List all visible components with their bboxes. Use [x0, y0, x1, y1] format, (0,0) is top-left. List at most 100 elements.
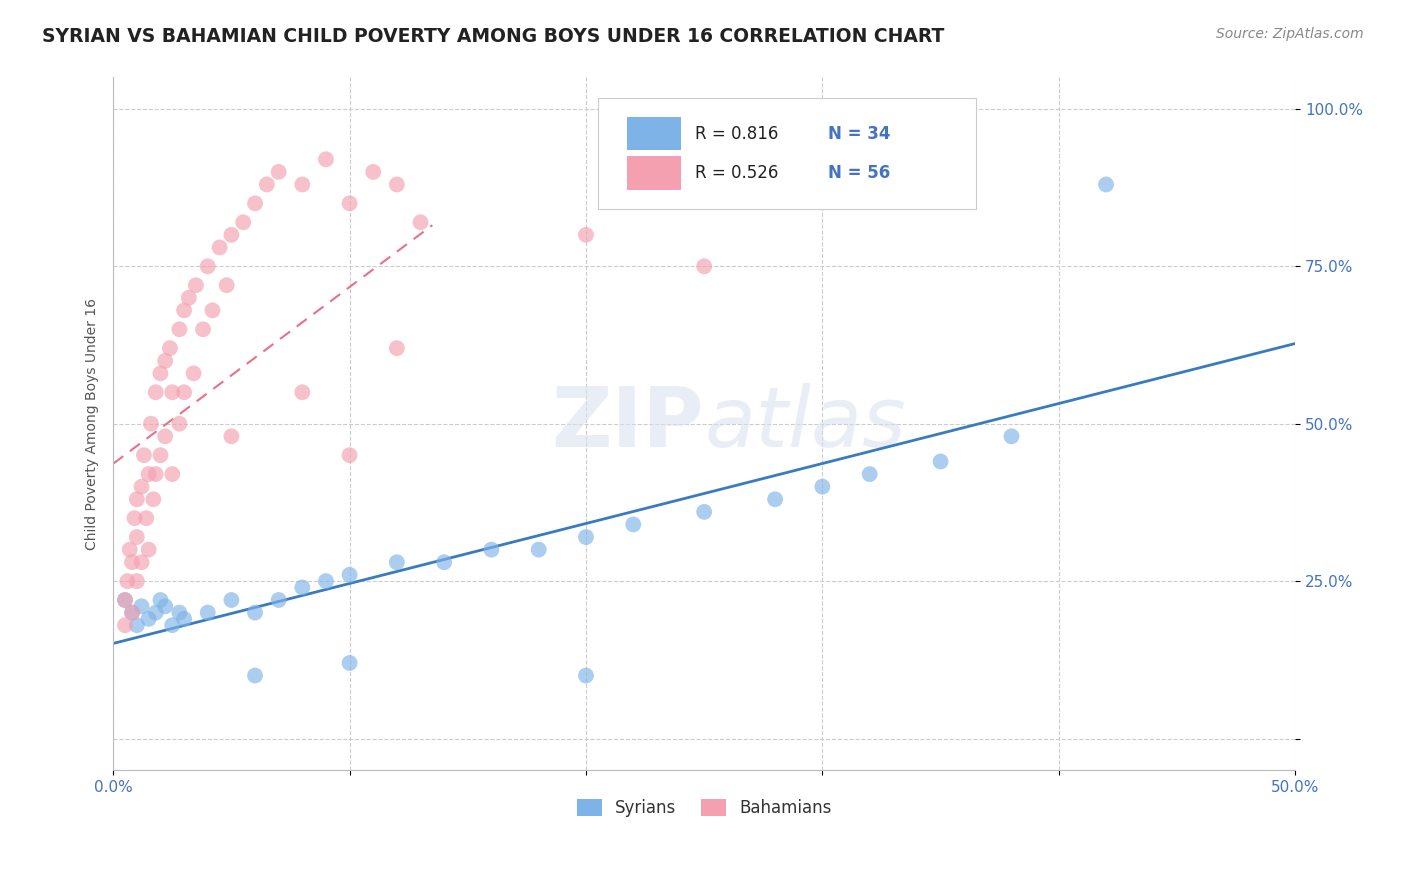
Bahamians — [232, 215, 254, 229]
Bahamians — [339, 448, 361, 462]
Syrians — [162, 618, 184, 632]
Bahamians — [149, 448, 172, 462]
Bahamians — [138, 467, 160, 481]
Syrians — [315, 574, 337, 588]
Bahamians — [145, 385, 167, 400]
Syrians — [145, 606, 167, 620]
Bahamians — [139, 417, 162, 431]
Y-axis label: Child Poverty Among Boys Under 16: Child Poverty Among Boys Under 16 — [86, 298, 100, 549]
Bahamians — [138, 542, 160, 557]
Syrians — [125, 618, 148, 632]
Bahamians — [191, 322, 214, 336]
Bahamians — [162, 385, 184, 400]
Syrians — [575, 530, 598, 544]
Bahamians — [131, 480, 153, 494]
Bahamians — [385, 341, 408, 355]
Text: R = 0.816: R = 0.816 — [695, 125, 778, 143]
Syrians — [243, 668, 266, 682]
Text: Source: ZipAtlas.com: Source: ZipAtlas.com — [1216, 27, 1364, 41]
Syrians — [153, 599, 176, 614]
Bahamians — [361, 165, 384, 179]
Syrians — [811, 480, 834, 494]
Bahamians — [385, 178, 408, 192]
Syrians — [149, 593, 172, 607]
Syrians — [339, 567, 361, 582]
Text: N = 56: N = 56 — [828, 164, 890, 182]
Syrians — [121, 606, 143, 620]
Bahamians — [173, 385, 195, 400]
Bahamians — [339, 196, 361, 211]
Text: atlas: atlas — [704, 384, 905, 464]
Syrians — [197, 606, 219, 620]
Syrians — [221, 593, 243, 607]
Bahamians — [291, 178, 314, 192]
Bahamians — [153, 429, 176, 443]
Bahamians — [117, 574, 139, 588]
Text: SYRIAN VS BAHAMIAN CHILD POVERTY AMONG BOYS UNDER 16 CORRELATION CHART: SYRIAN VS BAHAMIAN CHILD POVERTY AMONG B… — [42, 27, 945, 45]
Bahamians — [183, 367, 205, 381]
Bahamians — [125, 492, 148, 507]
Syrians — [131, 599, 153, 614]
Bahamians — [291, 385, 314, 400]
Bahamians — [132, 448, 155, 462]
Syrians — [267, 593, 290, 607]
Syrians — [527, 542, 550, 557]
Bahamians — [243, 196, 266, 211]
Legend: Syrians, Bahamians: Syrians, Bahamians — [569, 792, 838, 824]
Bahamians — [149, 367, 172, 381]
Syrians — [114, 593, 136, 607]
Bahamians — [693, 260, 716, 274]
Bahamians — [169, 322, 191, 336]
Syrians — [138, 612, 160, 626]
Syrians — [621, 517, 644, 532]
Bahamians — [118, 542, 141, 557]
Bahamians — [145, 467, 167, 481]
Bahamians — [159, 341, 181, 355]
Bahamians — [169, 417, 191, 431]
Bahamians — [114, 593, 136, 607]
Syrians — [1000, 429, 1022, 443]
FancyBboxPatch shape — [598, 98, 976, 209]
Bahamians — [409, 215, 432, 229]
Bahamians — [267, 165, 290, 179]
Bahamians — [125, 530, 148, 544]
Syrians — [433, 555, 456, 569]
Bahamians — [221, 429, 243, 443]
Bahamians — [184, 278, 207, 293]
Syrians — [481, 542, 503, 557]
Bahamians — [162, 467, 184, 481]
Bahamians — [256, 178, 278, 192]
Bahamians — [142, 492, 165, 507]
Syrians — [173, 612, 195, 626]
Bahamians — [575, 227, 598, 242]
Bahamians — [125, 574, 148, 588]
Bahamians — [201, 303, 224, 318]
Bahamians — [221, 227, 243, 242]
Bahamians — [121, 606, 143, 620]
Syrians — [169, 606, 191, 620]
Bahamians — [135, 511, 157, 525]
Syrians — [243, 606, 266, 620]
Bahamians — [121, 555, 143, 569]
Text: R = 0.526: R = 0.526 — [695, 164, 778, 182]
Syrians — [859, 467, 882, 481]
Bahamians — [208, 240, 231, 254]
Syrians — [693, 505, 716, 519]
Syrians — [763, 492, 786, 507]
Bahamians — [215, 278, 238, 293]
Syrians — [339, 656, 361, 670]
Text: N = 34: N = 34 — [828, 125, 891, 143]
FancyBboxPatch shape — [627, 117, 681, 150]
Bahamians — [153, 353, 176, 368]
Syrians — [575, 668, 598, 682]
Bahamians — [173, 303, 195, 318]
Syrians — [929, 454, 952, 468]
Bahamians — [177, 291, 200, 305]
Syrians — [291, 581, 314, 595]
Bahamians — [315, 153, 337, 167]
Syrians — [1095, 178, 1118, 192]
Bahamians — [131, 555, 153, 569]
Bahamians — [114, 618, 136, 632]
Bahamians — [124, 511, 146, 525]
FancyBboxPatch shape — [627, 156, 681, 190]
